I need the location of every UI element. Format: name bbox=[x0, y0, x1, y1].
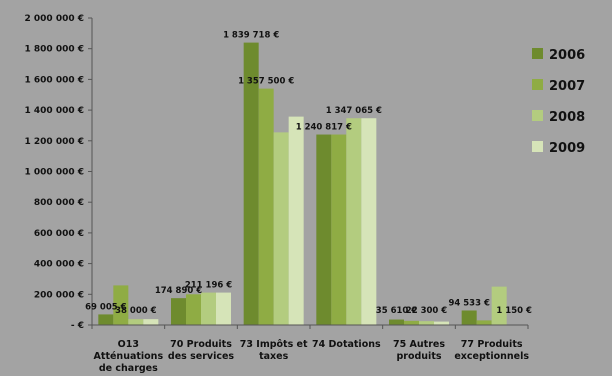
x-category-label: de charges bbox=[99, 363, 158, 374]
legend-label-2008: 2008 bbox=[549, 110, 585, 125]
data-label: 1 240 817 € bbox=[296, 123, 352, 133]
bar-2008-cat4 bbox=[419, 321, 434, 325]
data-label: 174 890 € bbox=[155, 286, 202, 296]
bar-2009-cat2 bbox=[288, 116, 304, 325]
bar-2006-cat5 bbox=[461, 310, 477, 325]
data-labels: 69 005 €38 000 € 174 890 €211 196 € 1 839 … bbox=[85, 31, 532, 316]
bar-2007-cat2 bbox=[258, 88, 274, 325]
legend-label-2007: 2007 bbox=[549, 79, 585, 94]
data-label: 69 005 € bbox=[85, 302, 126, 312]
x-category-label: 75 Autres bbox=[393, 339, 445, 350]
bar-2009-cat4 bbox=[434, 321, 449, 325]
x-category-label: taxes bbox=[259, 351, 289, 362]
bar-2006-cat2 bbox=[243, 42, 259, 326]
x-category-label: des services bbox=[168, 351, 235, 362]
bar-2008-cat1 bbox=[201, 292, 216, 325]
bar-2007-cat5 bbox=[476, 320, 492, 325]
bar-2009-cat3 bbox=[361, 118, 377, 325]
bar-2009-cat0 bbox=[143, 319, 159, 325]
x-category-label: Atténuations bbox=[94, 351, 164, 362]
data-label: 22 300 € bbox=[406, 306, 447, 316]
x-category-label: 74 Dotations bbox=[312, 339, 381, 350]
data-label: 35 610 € bbox=[376, 306, 417, 316]
y-tick-label: 600 000 € bbox=[34, 229, 84, 239]
y-tick-label: 1 200 000 € bbox=[25, 137, 85, 147]
data-label: 1 150 € bbox=[496, 306, 532, 316]
x-category-label: exceptionnels bbox=[454, 351, 529, 362]
data-label: 1 347 065 € bbox=[326, 106, 382, 116]
y-tick-label: 200 000 € bbox=[34, 290, 84, 300]
data-label: 1 839 718 € bbox=[223, 31, 279, 41]
bar-2006-cat0 bbox=[98, 314, 114, 325]
bar-2008-cat5 bbox=[491, 286, 507, 325]
y-tick-label: 2 000 000 € bbox=[25, 14, 85, 24]
y-tick-label: 400 000 € bbox=[34, 260, 84, 270]
bar-2007-cat0 bbox=[113, 285, 129, 325]
legend-swatch-2007 bbox=[532, 79, 543, 90]
y-tick-label: 1 600 000 € bbox=[25, 75, 85, 85]
bar-2007-cat4 bbox=[404, 320, 419, 325]
x-category-label: 70 Produits bbox=[170, 339, 232, 350]
y-tick-label: 1 400 000 € bbox=[25, 106, 85, 116]
y-tick-label: - € bbox=[71, 321, 84, 331]
y-axis: - € 200 000 € 400 000 € 600 000 € 800 000 € 1… bbox=[25, 14, 93, 331]
bars bbox=[98, 42, 522, 326]
legend: 2006 2007 2008 2009 bbox=[532, 48, 585, 156]
bar-2008-cat3 bbox=[346, 118, 362, 325]
legend-swatch-2006 bbox=[532, 48, 543, 59]
bar-2007-cat1 bbox=[186, 294, 201, 325]
data-label: 211 196 € bbox=[185, 281, 232, 291]
bar-2006-cat3 bbox=[316, 134, 332, 325]
legend-swatch-2009 bbox=[532, 141, 543, 152]
x-category-label: O13 bbox=[118, 339, 139, 350]
x-category-label: 73 Impôts et bbox=[240, 339, 308, 350]
bar-2008-cat0 bbox=[128, 319, 144, 325]
x-category-label: produits bbox=[396, 351, 441, 362]
y-tick-label: 1 800 000 € bbox=[25, 45, 85, 55]
bar-2009-cat1 bbox=[216, 292, 231, 325]
y-tick-label: 800 000 € bbox=[34, 198, 84, 208]
legend-label-2009: 2009 bbox=[549, 141, 585, 156]
data-label: 1 357 500 € bbox=[238, 77, 294, 87]
data-label: 94 533 € bbox=[448, 298, 489, 308]
data-label: 38 000 € bbox=[115, 306, 156, 316]
legend-swatch-2008 bbox=[532, 110, 543, 121]
y-tick-label: 1 000 000 € bbox=[25, 168, 85, 178]
bar-2006-cat1 bbox=[171, 298, 186, 325]
legend-label-2006: 2006 bbox=[549, 48, 585, 63]
bar-2007-cat3 bbox=[331, 134, 347, 325]
x-category-label: 77 Produits bbox=[461, 339, 523, 350]
bar-2006-cat4 bbox=[389, 319, 404, 325]
bar-2008-cat2 bbox=[273, 132, 289, 325]
